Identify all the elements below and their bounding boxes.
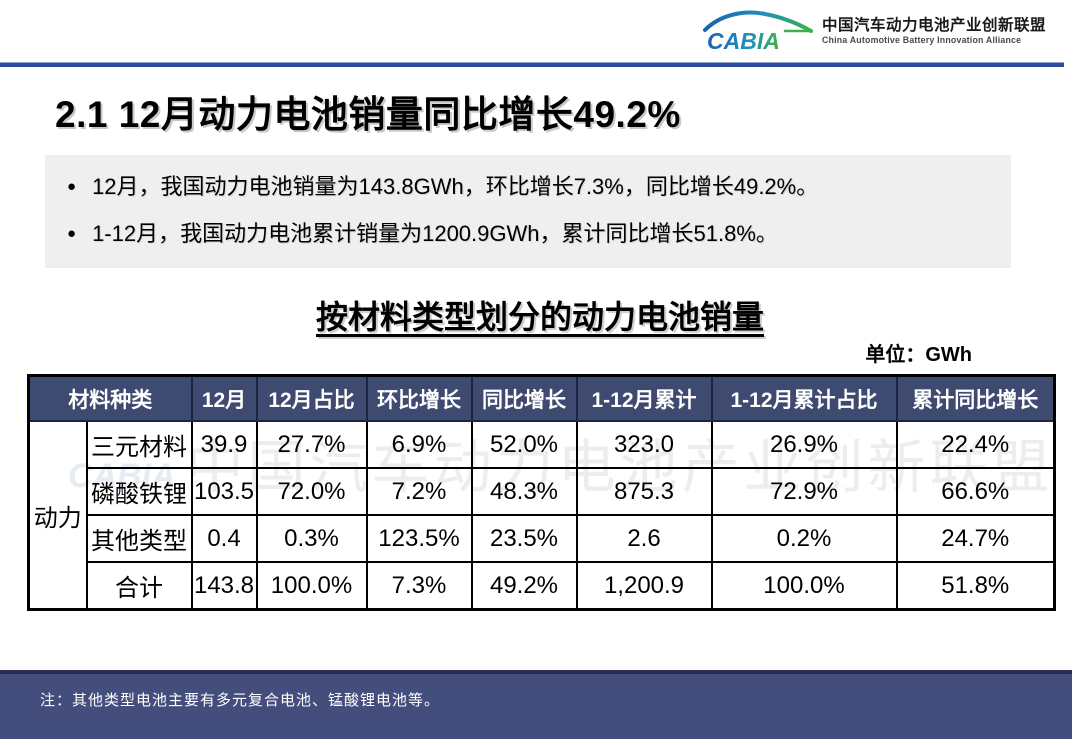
cell-cum-share: 26.9%: [710, 420, 898, 469]
cell-dec: 103.5: [190, 467, 258, 516]
table-row-other: 其他类型 0.4 0.3% 123.5% 23.5% 2.6 0.2% 24.7…: [29, 514, 1056, 563]
header-material-type: 材料种类: [27, 374, 193, 422]
cell-cum: 1,200.9: [575, 561, 713, 611]
slide-header: CABIA 中国汽车动力电池产业创新联盟 China Automotive Ba…: [0, 0, 1080, 62]
bullet-icon: ●: [67, 178, 77, 195]
cell-yoy: 49.2%: [470, 561, 578, 611]
header-yoy-growth: 同比增长: [470, 374, 578, 422]
cell-cum-yoy: 66.6%: [895, 467, 1056, 516]
cell-cum-share: 0.2%: [710, 514, 898, 563]
brand-name-cn: 中国汽车动力电池产业创新联盟: [821, 16, 1046, 34]
cell-dec-share: 100.0%: [255, 561, 368, 611]
cell-dec: 143.8: [190, 561, 258, 611]
summary-box: ● 12月，我国动力电池销量为143.8GWh，环比增长7.3%，同比增长49.…: [45, 155, 1011, 268]
cell-cum-yoy: 24.7%: [895, 514, 1056, 563]
cell-yoy: 48.3%: [470, 467, 578, 516]
cell-material: 其他类型: [85, 514, 193, 563]
cell-dec-share: 72.0%: [255, 467, 368, 516]
cell-dec-share: 0.3%: [255, 514, 368, 563]
cell-cum: 2.6: [575, 514, 713, 563]
cell-mom: 123.5%: [365, 514, 473, 563]
header-dec: 12月: [190, 374, 258, 422]
cell-material: 磷酸铁锂: [85, 467, 193, 516]
cell-cum: 875.3: [575, 467, 713, 516]
bullet-icon: ●: [67, 225, 77, 242]
group-cell-power: 动力: [27, 420, 88, 611]
cell-dec: 0.4: [190, 514, 258, 563]
brand-name-en: China Automotive Battery Innovation Alli…: [821, 34, 1022, 45]
svg-text:CABIA: CABIA: [707, 28, 780, 54]
header-cum-yoy: 累计同比增长: [895, 374, 1056, 422]
cell-material: 三元材料: [85, 420, 193, 469]
summary-bullet-1: ● 12月，我国动力电池销量为143.8GWh，环比增长7.3%，同比增长49.…: [45, 172, 1011, 202]
cell-mom: 6.9%: [365, 420, 473, 469]
cell-cum-yoy: 51.8%: [895, 561, 1056, 611]
cell-cum-yoy: 22.4%: [895, 420, 1056, 469]
table-title: 按材料类型划分的动力电池销量: [315, 299, 764, 335]
cell-dec: 39.9: [190, 420, 258, 469]
header-cum-share: 1-12月累计占比: [710, 374, 898, 422]
header-cum: 1-12月累计: [575, 374, 713, 422]
cell-yoy: 52.0%: [470, 420, 578, 469]
summary-bullet-2-text: 1-12月，我国动力电池累计销量为1200.9GWh，累计同比增长51.8%。: [92, 221, 778, 246]
summary-bullet-1-text: 12月，我国动力电池销量为143.8GWh，环比增长7.3%，同比增长49.2%…: [92, 174, 819, 199]
cell-dec-share: 27.7%: [255, 420, 368, 469]
footer-bar: 注：其他类型电池主要有多元复合电池、锰酸锂电池等。: [0, 670, 1072, 739]
summary-bullet-2: ● 1-12月，我国动力电池累计销量为1200.9GWh，累计同比增长51.8%…: [45, 219, 1011, 249]
table-title-wrap: 按材料类型划分的动力电池销量: [0, 292, 1080, 338]
header-divider: [0, 62, 1064, 67]
cell-cum-share: 72.9%: [710, 467, 898, 516]
cabia-logo: CABIA 中国汽车动力电池产业创新联盟 China Automotive Ba…: [701, 8, 1046, 54]
cell-yoy: 23.5%: [470, 514, 578, 563]
battery-sales-table: 材料种类 12月 12月占比 环比增长 同比增长 1-12月累计 1-12月累计…: [27, 374, 1056, 611]
header-mom-growth: 环比增长: [365, 374, 473, 422]
cabia-logo-icon: CABIA: [702, 10, 813, 54]
cell-material: 合计: [85, 561, 193, 611]
header-dec-share: 12月占比: [255, 374, 368, 422]
cell-mom: 7.3%: [365, 561, 473, 611]
cell-mom: 7.2%: [365, 467, 473, 516]
table-row-lfp: 磷酸铁锂 103.5 72.0% 7.2% 48.3% 875.3 72.9% …: [29, 467, 1056, 516]
cell-cum: 323.0: [575, 420, 713, 469]
unit-label: 单位：GWh: [865, 344, 972, 366]
footer-note: 注：其他类型电池主要有多元复合电池、锰酸锂电池等。: [40, 692, 441, 709]
table-row-ternary: 动力 三元材料 39.9 27.7% 6.9% 52.0% 323.0 26.9…: [27, 420, 1056, 611]
brand-text: 中国汽车动力电池产业创新联盟 China Automotive Battery …: [822, 16, 1046, 47]
table-row-total: 合计 143.8 100.0% 7.3% 49.2% 1,200.9 100.0…: [29, 561, 1056, 611]
page-title: 2.1 12月动力电池销量同比增长49.2%: [55, 94, 681, 135]
cell-cum-share: 100.0%: [710, 561, 898, 611]
table-header-row: 材料种类 12月 12月占比 环比增长 同比增长 1-12月累计 1-12月累计…: [27, 374, 1056, 422]
